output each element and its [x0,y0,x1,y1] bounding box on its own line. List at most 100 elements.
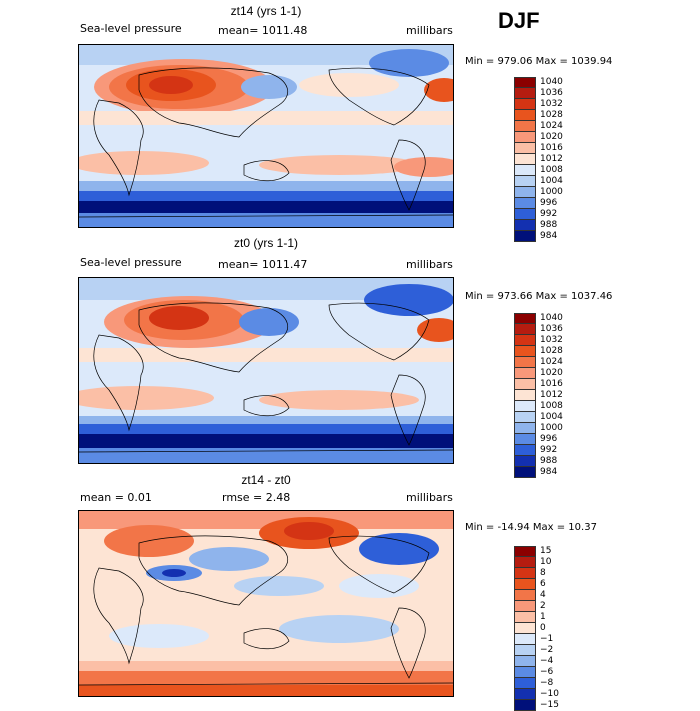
colorbar-swatch [514,154,536,165]
colorbar-label: −4 [540,656,554,666]
colorbar-label: 1004 [540,176,563,186]
panel1-units: millibars [406,24,453,37]
colorbar-level: 988 [514,456,563,467]
colorbar-label: 996 [540,434,558,444]
colorbar-level: 984 [514,467,563,478]
colorbar-swatch [514,645,536,656]
colorbar-level: −15 [514,700,559,711]
colorbar-swatch [514,132,536,143]
colorbar-level: 1016 [514,143,563,154]
colorbar-level: 1024 [514,357,563,368]
colorbar-level: 1020 [514,132,563,143]
colorbar-level: 1000 [514,187,563,198]
colorbar-label: −8 [540,678,554,688]
colorbar-label: 6 [540,579,546,589]
colorbar-level: 1028 [514,346,563,357]
colorbar-level: 988 [514,220,563,231]
colorbar-level: 1004 [514,412,563,423]
colorbar-swatch [514,143,536,154]
panel3-title: zt14 - zt0 [241,473,291,487]
colorbar-level: 1000 [514,423,563,434]
colorbar-level: 1020 [514,368,563,379]
colorbar-level: 10 [514,557,559,568]
panel1-variable: Sea-level pressure [80,22,182,35]
colorbar-swatch [514,176,536,187]
colorbar-level: 1040 [514,77,563,88]
colorbar-label: 984 [540,467,558,477]
colorbar-level: 1012 [514,390,563,401]
colorbar-swatch [514,557,536,568]
colorbar-label: −15 [540,700,559,710]
colorbar-level: 992 [514,209,563,220]
colorbar-label: 996 [540,198,558,208]
colorbar-level: 996 [514,434,563,445]
colorbar-level: 1032 [514,335,563,346]
colorbar-label: 1028 [540,110,563,120]
panel2-title: zt0 (yrs 1-1) [233,236,298,250]
panel3-field [79,511,453,696]
panel2-coastlines [79,302,453,453]
colorbar-swatch [514,368,536,379]
colorbar-label: 992 [540,445,558,455]
colorbar-label: 992 [540,209,558,219]
colorbar-swatch [514,198,536,209]
colorbar-level: 4 [514,590,559,601]
panel1-mean: mean= 1011.48 [218,24,308,37]
panel2-map [78,277,454,464]
colorbar-level: −1 [514,634,559,645]
panel2-minmax: Min = 973.66 Max = 1037.46 [465,291,613,302]
colorbar-swatch [514,346,536,357]
panel3-colorbar: 15 10 8 6 4 2 1 0 −1 −2 −4 −6 −8 −10 −15 [514,546,559,711]
panel3-map [78,510,454,697]
colorbar-label: −2 [540,645,554,655]
colorbar-label: 988 [540,456,558,466]
colorbar-label: 1012 [540,154,563,164]
colorbar-label: 1024 [540,121,563,131]
colorbar-label: 1008 [540,165,563,175]
colorbar-level: 1036 [514,324,563,335]
colorbar-level: 984 [514,231,563,242]
panel2-mean: mean= 1011.47 [218,258,308,271]
colorbar-swatch [514,678,536,689]
colorbar-swatch [514,656,536,667]
colorbar-label: 1020 [540,132,563,142]
season-label: DJF [498,8,540,33]
colorbar-swatch [514,165,536,176]
colorbar-swatch [514,220,536,231]
colorbar-swatch [514,335,536,346]
colorbar-swatch [514,99,536,110]
colorbar-label: 1024 [540,357,563,367]
panel1-map [78,44,454,228]
panel3-units: millibars [406,491,453,504]
colorbar-swatch [514,667,536,678]
panel3-coastlines [79,535,453,686]
panel1-coastlines [79,67,453,218]
colorbar-swatch [514,623,536,634]
colorbar-level: −6 [514,667,559,678]
colorbar-swatch [514,579,536,590]
colorbar-label: 1032 [540,335,563,345]
panel2-colorbar: 1040 1036 1032 1028 1024 1020 1016 1012 1008 1004… [514,313,563,478]
colorbar-label: 1008 [540,401,563,411]
colorbar-label: 988 [540,220,558,230]
colorbar-label: 1004 [540,412,563,422]
colorbar-label: 1020 [540,368,563,378]
colorbar-level: 1036 [514,88,563,99]
colorbar-label: 1028 [540,346,563,356]
colorbar-label: 1032 [540,99,563,109]
colorbar-level: 1008 [514,401,563,412]
colorbar-label: 4 [540,590,546,600]
colorbar-label: 1016 [540,143,563,153]
colorbar-swatch [514,379,536,390]
colorbar-label: 0 [540,623,546,633]
colorbar-swatch [514,434,536,445]
colorbar-label: −6 [540,667,554,677]
panel3-minmax: Min = -14.94 Max = 10.37 [465,522,597,533]
colorbar-label: −10 [540,689,559,699]
colorbar-level: 1032 [514,99,563,110]
colorbar-swatch [514,423,536,434]
colorbar-level: 1012 [514,154,563,165]
colorbar-swatch [514,110,536,121]
colorbar-swatch [514,601,536,612]
panel1-colorbar: 1040 1036 1032 1028 1024 1020 1016 1012 1008 1004… [514,77,563,242]
